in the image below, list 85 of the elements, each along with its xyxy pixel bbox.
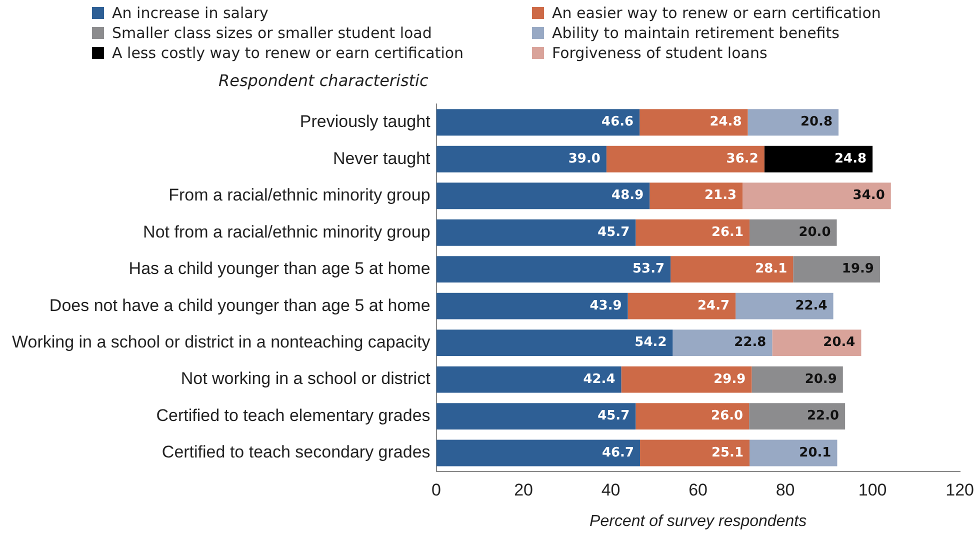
- data-label: 24.8: [710, 114, 742, 130]
- data-label: 54.2: [634, 335, 667, 350]
- x-axis-title: Percent of survey respondents: [590, 512, 807, 530]
- y-tick-label: Certified to teach secondary grades: [162, 442, 430, 462]
- bar: [436, 109, 640, 136]
- data-label: 20.9: [804, 372, 837, 387]
- x-tick-label: 100: [858, 480, 887, 500]
- legend-label: An easier way to renew or earn certification: [552, 4, 881, 22]
- bar: [636, 219, 750, 246]
- data-label: 45.7: [598, 224, 630, 240]
- y-tick-label: Previously taught: [300, 112, 431, 132]
- data-label: 24.8: [834, 151, 867, 166]
- legend-label: Forgiveness of student loans: [552, 44, 768, 62]
- legend-label: Smaller class sizes or smaller student load: [112, 24, 432, 42]
- bar: [736, 292, 834, 320]
- data-label: 46.6: [602, 114, 634, 130]
- data-label: 53.7: [632, 262, 665, 277]
- bar: [436, 403, 636, 430]
- y-tick-label: Has a child younger than age 5 at home: [128, 259, 430, 278]
- y-tick-label: From a racial/ethnic minority group: [168, 186, 430, 205]
- bar: [436, 182, 650, 210]
- bar: [764, 146, 873, 172]
- legend-label: Ability to maintain retirement benefits: [552, 24, 840, 42]
- bar: [436, 330, 673, 356]
- bar: [749, 403, 846, 430]
- data-label: 20.8: [800, 114, 833, 130]
- data-label: 34.0: [852, 188, 885, 204]
- data-label: 21.3: [704, 188, 737, 204]
- data-label: 20.1: [799, 445, 832, 460]
- bar: [606, 146, 764, 172]
- data-label: 22.0: [807, 408, 840, 424]
- data-label: 29.9: [714, 372, 746, 387]
- legend-label: An increase in salary: [112, 4, 268, 22]
- data-label: 43.9: [590, 298, 622, 314]
- x-tick-label: 120: [946, 480, 974, 500]
- bar: [748, 109, 839, 136]
- y-tick-label: Does not have a child younger than age 5 at home: [49, 296, 430, 315]
- x-tick-label: 0: [432, 480, 442, 500]
- y-axis-title: Respondent characteristic: [218, 71, 428, 90]
- data-label: 19.9: [842, 262, 874, 277]
- x-tick-label: 40: [601, 480, 620, 500]
- x-tick-label: 60: [688, 480, 708, 500]
- bar: [436, 292, 628, 320]
- y-tick-label: Certified to teach elementary grades: [156, 406, 430, 425]
- bar: [750, 219, 837, 246]
- data-label: 28.1: [755, 262, 788, 277]
- data-label: 45.7: [598, 408, 630, 424]
- bar: [640, 440, 750, 466]
- data-label: 25.1: [711, 445, 744, 460]
- bar: [436, 146, 606, 172]
- data-label: 48.9: [612, 188, 644, 204]
- bar: [742, 182, 891, 210]
- y-tick-label: Working in a school or district in a nonteaching capacity: [12, 332, 431, 352]
- bar: [672, 330, 772, 356]
- data-label: 22.4: [795, 298, 828, 314]
- bar: [750, 440, 838, 466]
- bar: [436, 366, 622, 393]
- bar: [621, 366, 752, 393]
- data-label: 26.1: [711, 224, 744, 240]
- data-label: 20.0: [798, 224, 831, 240]
- bar: [636, 403, 750, 430]
- bar: [628, 292, 736, 320]
- bar: [436, 256, 671, 283]
- bar: [793, 256, 880, 283]
- y-tick-label: Never taught: [332, 148, 431, 168]
- data-label: 26.0: [711, 408, 744, 424]
- data-label: 39.0: [568, 151, 600, 166]
- x-tick-label: 20: [514, 480, 534, 500]
- bar: [772, 330, 862, 356]
- legend-label: A less costly way to renew or earn certification: [112, 44, 464, 62]
- y-tick-label: Not from a racial/ethnic minority group: [143, 222, 430, 242]
- data-label: 36.2: [726, 151, 758, 166]
- data-label: 22.8: [734, 335, 766, 350]
- data-label: 42.4: [583, 372, 616, 387]
- bar: [436, 219, 636, 246]
- y-tick-label: Not working in a school or district: [180, 369, 431, 388]
- bar: [670, 256, 794, 283]
- x-tick-label: 80: [776, 480, 795, 500]
- data-label: 46.7: [602, 445, 634, 460]
- bar: [650, 182, 743, 210]
- data-label: 20.4: [823, 335, 856, 350]
- bar: [436, 440, 640, 466]
- data-label: 24.7: [697, 298, 730, 314]
- bar: [640, 109, 748, 136]
- bar: [752, 366, 843, 393]
